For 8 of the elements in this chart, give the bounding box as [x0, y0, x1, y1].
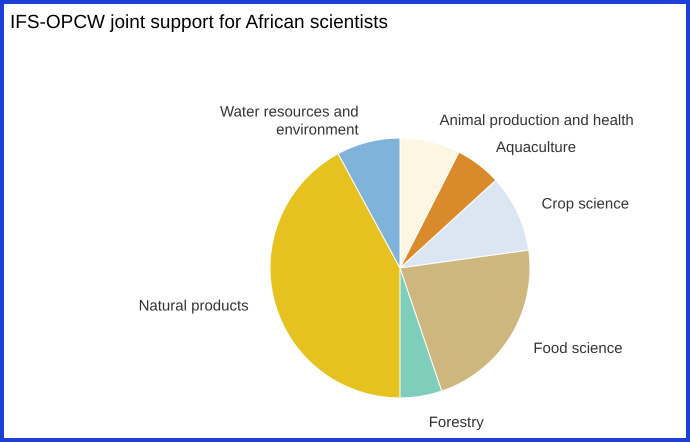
slice-label: Food science — [533, 340, 623, 357]
slice-label: Crop science — [542, 195, 630, 212]
slice-label: Animal production and health — [439, 112, 634, 130]
slice-label: Natural products — [138, 297, 249, 314]
slice-label: Forestry — [428, 414, 484, 431]
slice-label: Aquaculture — [496, 139, 576, 156]
slice-label: Water resources and environment — [220, 104, 360, 139]
chart-title: IFS-OPCW joint support for African scientists — [10, 12, 388, 33]
